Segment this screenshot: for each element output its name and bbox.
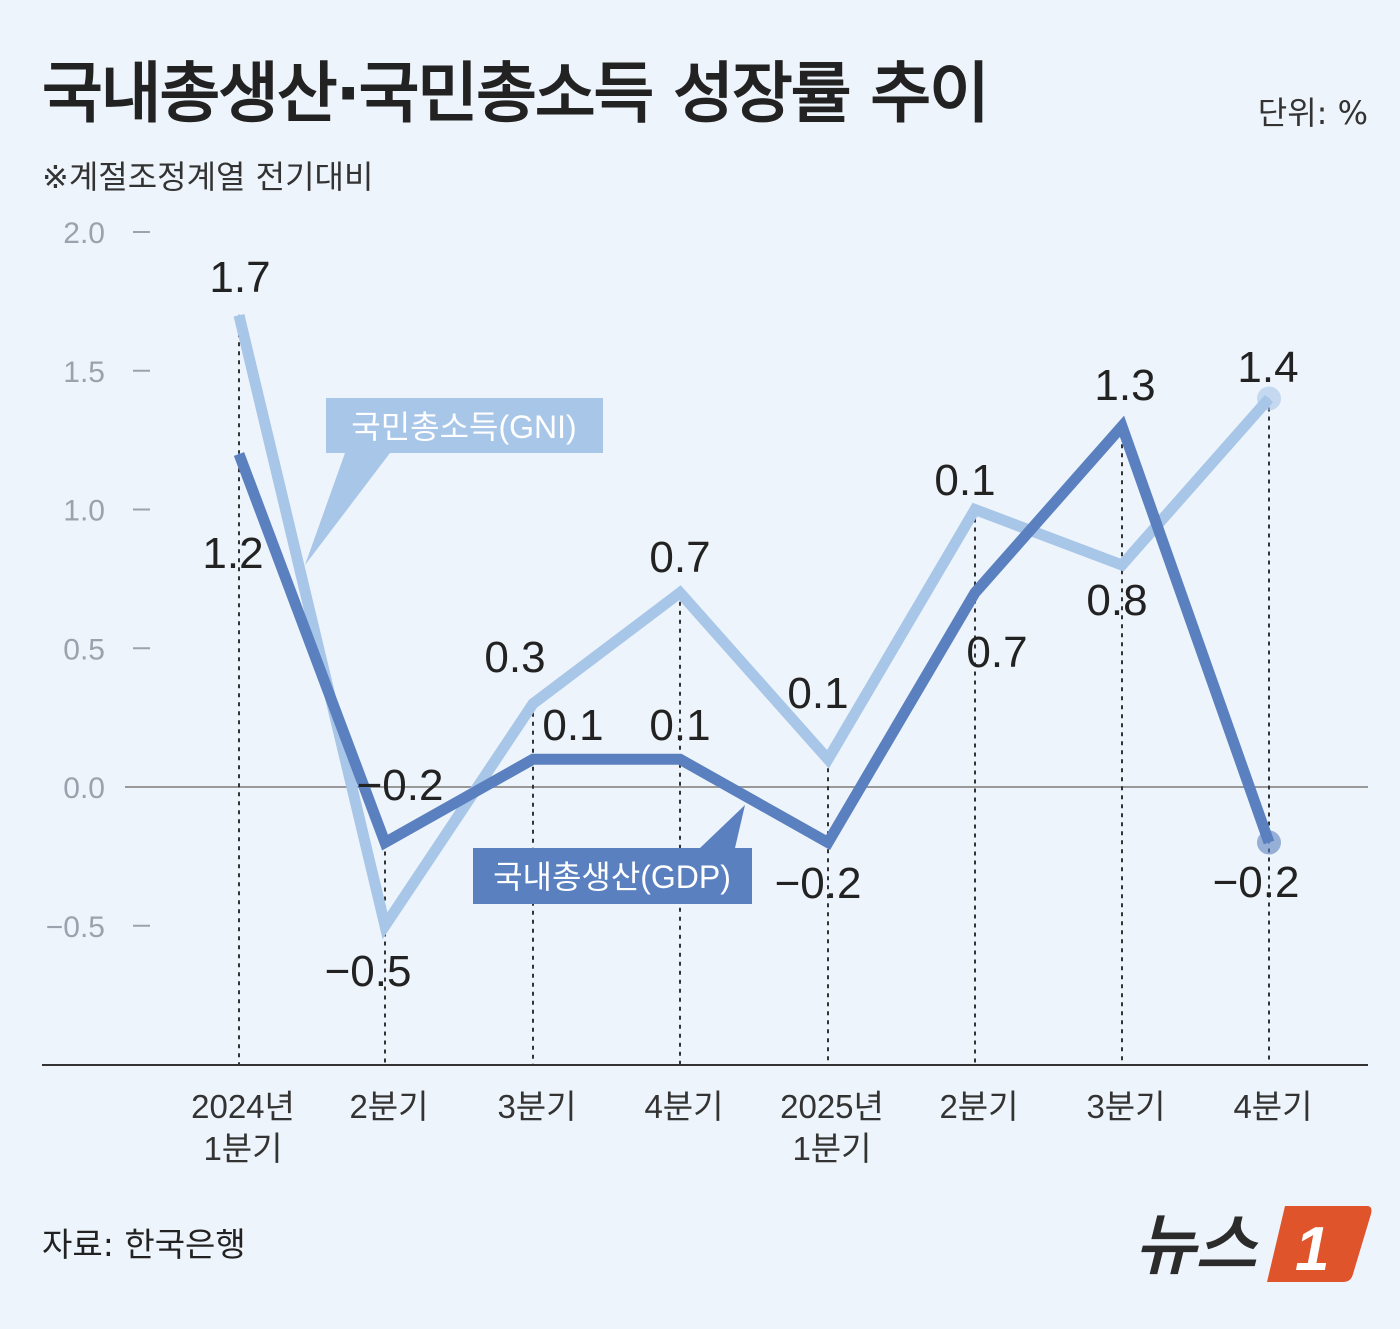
y-tick-label: 1.5 <box>63 356 105 389</box>
gni-point <box>827 758 829 761</box>
gni-point <box>238 314 240 317</box>
x-tick-label: 2025년 1분기 <box>780 1088 884 1167</box>
subtitle: ※계절조정계열 전기대비 <box>42 158 374 196</box>
gni-legend-label: 국민총소득(GNI) <box>351 409 576 445</box>
gdp-point <box>1121 425 1123 428</box>
gni-data-label: 0.1 <box>934 456 995 505</box>
x-tick-label: 2분기 <box>349 1088 428 1125</box>
gdp-data-label: 0.7 <box>966 628 1027 677</box>
gdp-data-label: −0.2 <box>1213 858 1300 907</box>
gni-data-label: 1.4 <box>1237 343 1298 392</box>
gni-data-label: 1.7 <box>209 253 270 302</box>
gdp-point <box>384 841 386 844</box>
gni-data-label: 0.3 <box>484 633 545 682</box>
news1-logo: 뉴스 1 <box>1135 1206 1372 1284</box>
gni-legend-pointer <box>305 453 390 565</box>
page-title: 국내총생산·국민총소득 성장률 추이 <box>42 55 990 132</box>
gni-point <box>384 924 386 927</box>
x-tick-label: 2024년 1분기 <box>191 1088 295 1167</box>
gni-point <box>1268 397 1270 400</box>
gdp-legend-label: 국내총생산(GDP) <box>493 859 731 895</box>
gdp-data-label: 1.2 <box>202 529 263 578</box>
gni-point <box>974 508 976 511</box>
gni-point <box>1121 564 1123 566</box>
gdp-data-label: 0.1 <box>542 701 603 750</box>
y-tick-label: 1.0 <box>63 495 105 528</box>
gni-point <box>532 702 534 705</box>
gni-line <box>233 313 1274 940</box>
gni-data-label: 0.7 <box>649 533 710 582</box>
gdp-legend-box <box>473 848 752 904</box>
x-tick-label: 4분기 <box>1233 1088 1312 1125</box>
y-tick-label: −0.5 <box>46 911 105 944</box>
y-tick-label: 0.0 <box>63 772 105 805</box>
gdp-data-label: −0.2 <box>357 761 444 810</box>
x-tick-label: 3분기 <box>497 1088 576 1125</box>
gdp-point <box>238 453 240 455</box>
svg-text:뉴스: 뉴스 <box>1135 1208 1259 1282</box>
x-tick-label: 4분기 <box>644 1088 723 1125</box>
gni-point <box>679 591 681 594</box>
y-tick-label: 0.5 <box>63 633 105 666</box>
x-tick-label: 3분기 <box>1086 1088 1165 1125</box>
unit-label: 단위: % <box>1257 94 1368 132</box>
source-note: 자료: 한국은행 <box>42 1225 246 1264</box>
y-tick-label: 2.0 <box>63 217 105 250</box>
svg-text:1: 1 <box>1295 1215 1329 1284</box>
gni-data-label: −0.5 <box>325 947 412 996</box>
gni-data-label: 0.1 <box>787 669 848 718</box>
gdp-point <box>974 591 976 594</box>
gdp-point <box>1268 841 1270 844</box>
gdp-data-label: 1.3 <box>1094 361 1155 410</box>
gdp-point <box>827 841 829 844</box>
gdp-line <box>233 415 1275 851</box>
gdp-point <box>532 758 534 761</box>
gdp-legend-pointer <box>700 805 745 848</box>
gdp-data-label: −0.2 <box>775 859 862 908</box>
gdp-data-label: 0.1 <box>649 701 710 750</box>
gdp-point <box>679 758 681 761</box>
gni-data-label: 0.8 <box>1086 576 1147 625</box>
x-tick-label: 2분기 <box>939 1088 1018 1125</box>
gni-legend-box <box>326 398 603 453</box>
